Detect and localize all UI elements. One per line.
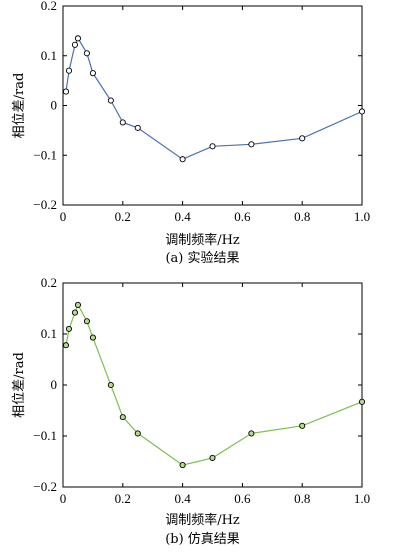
x-tick-label: 0 bbox=[60, 209, 67, 224]
data-point bbox=[179, 462, 186, 469]
x-tick-label: 0.6 bbox=[234, 491, 251, 506]
data-point bbox=[358, 398, 366, 405]
data-point bbox=[248, 141, 255, 148]
x-tick-label: 0.4 bbox=[174, 491, 191, 506]
data-point bbox=[71, 309, 79, 316]
data-point bbox=[83, 50, 90, 57]
chart-caption: (a) 实验结果 bbox=[165, 250, 239, 266]
x-axis-label: 调制频率/Hz bbox=[165, 512, 240, 528]
x-tick-label: 0.6 bbox=[234, 209, 251, 224]
data-point bbox=[134, 124, 141, 131]
x-tick-label: 1.0 bbox=[354, 491, 370, 506]
x-tick-label: 0.2 bbox=[115, 491, 131, 506]
plot-frame bbox=[62, 5, 363, 206]
data-point bbox=[358, 108, 366, 115]
data-point bbox=[119, 414, 126, 421]
data-point bbox=[134, 430, 141, 437]
chart-simulation: 0 0.2 0.4 0.6 0.8 1.0 0.2 0.1 0 −0.1 −0.2 相位差/rad 调制… bbox=[12, 275, 370, 547]
y-axis-label: 相位差/rad bbox=[12, 73, 27, 139]
x-tick-label: 0.2 bbox=[115, 209, 131, 224]
y-tick-label: 0.2 bbox=[41, 0, 57, 13]
data-point bbox=[89, 334, 96, 341]
data-point bbox=[62, 342, 70, 349]
data-point bbox=[248, 430, 255, 437]
y-tick-label: −0.2 bbox=[33, 479, 57, 494]
data-point bbox=[74, 301, 81, 308]
data-point bbox=[209, 143, 216, 150]
data-point bbox=[83, 318, 90, 325]
data-point bbox=[119, 119, 126, 126]
x-tick-label: 0.4 bbox=[174, 209, 191, 224]
y-tick-label: 0.1 bbox=[41, 48, 57, 63]
chart-experiment: 0 0.2 0.4 0.6 0.8 1.0 0.2 0.1 0 −0.1 −0.2 相位差/rad 调制… bbox=[12, 0, 370, 266]
data-point bbox=[89, 70, 96, 77]
data-point bbox=[71, 41, 79, 48]
data-point bbox=[107, 381, 114, 389]
data-point bbox=[74, 35, 81, 42]
data-point bbox=[65, 325, 73, 332]
data-point bbox=[299, 422, 306, 429]
y-tick-label: 0.1 bbox=[41, 326, 57, 341]
y-tick-label: −0.2 bbox=[33, 197, 57, 212]
y-axis-label: 相位差/rad bbox=[12, 352, 27, 418]
x-tick-label: 0.8 bbox=[294, 491, 310, 506]
data-point bbox=[62, 88, 70, 95]
data-point bbox=[107, 97, 114, 104]
y-tick-label: 0.2 bbox=[41, 275, 57, 290]
x-tick-label: 1.0 bbox=[354, 209, 370, 224]
y-tick-label: −0.1 bbox=[33, 428, 57, 443]
data-point bbox=[65, 67, 73, 74]
data-point bbox=[209, 454, 216, 461]
y-tick-label: −0.1 bbox=[33, 147, 57, 162]
data-point bbox=[179, 156, 186, 163]
x-tick-label: 0 bbox=[60, 491, 67, 506]
x-tick-label: 0.8 bbox=[294, 209, 310, 224]
y-tick-label: 0 bbox=[51, 98, 58, 113]
data-point bbox=[299, 135, 306, 142]
x-axis-label: 调制频率/Hz bbox=[165, 232, 240, 248]
chart-caption: (b) 仿真结果 bbox=[165, 532, 240, 547]
y-tick-label: 0 bbox=[51, 377, 58, 392]
